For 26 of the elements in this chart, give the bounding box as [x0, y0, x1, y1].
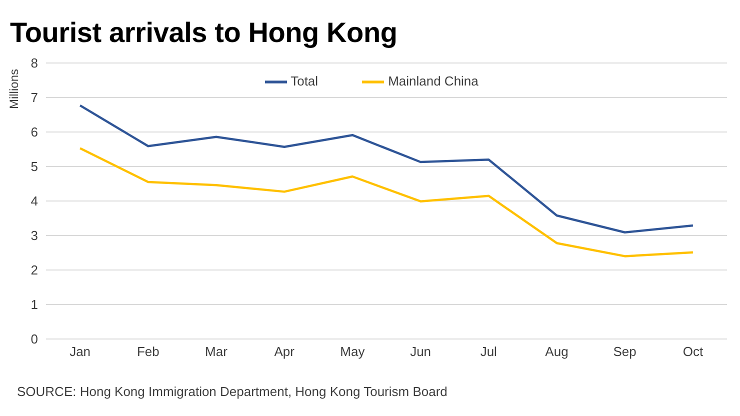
source-note: SOURCE: Hong Kong Immigration Department, Hong Kong Tourism Board	[17, 384, 448, 399]
x-tick-label: Oct	[682, 344, 704, 360]
x-tick-label: Apr	[274, 344, 296, 360]
y-axis-title: Millions	[7, 69, 21, 110]
y-tick-label: 8	[30, 56, 38, 71]
x-tick-label: Aug	[545, 344, 568, 360]
line-series	[78, 147, 694, 258]
x-tick-label: Jun	[410, 344, 432, 360]
y-tick-label: 4	[30, 194, 38, 209]
legend-label: Mainland China	[388, 73, 478, 88]
y-tick-label: 7	[30, 90, 38, 106]
y-tick-label: 3	[30, 228, 38, 244]
x-tick-label: May	[340, 344, 366, 360]
chart-title: Tourist arrivals to Hong Kong	[10, 17, 398, 49]
x-tick-label: Feb	[136, 344, 160, 360]
y-tick-label: 5	[30, 159, 38, 174]
x-tick-label: Jul	[480, 344, 498, 360]
y-tick-label: 2	[30, 262, 38, 278]
x-tick-label: Sep	[613, 344, 636, 360]
legend-label: Total	[290, 73, 318, 88]
x-tick-label: Mar	[205, 344, 228, 360]
y-tick-label: 0	[30, 332, 38, 347]
y-tick-label: 6	[30, 124, 38, 140]
line-series	[78, 104, 694, 234]
y-tick-label: 1	[30, 297, 38, 312]
x-tick-label: Jan	[70, 344, 91, 360]
